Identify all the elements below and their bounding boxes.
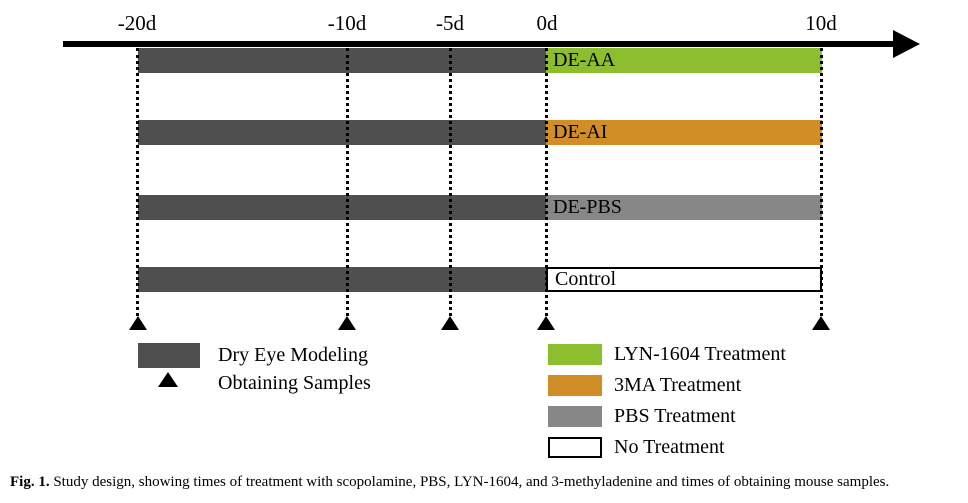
treatment-bar: DE-PBS <box>546 195 822 220</box>
sample-day-gridline <box>136 48 139 316</box>
modeling-bar <box>138 48 546 73</box>
legend-swatch-lyn1604 <box>548 344 602 365</box>
legend-swatch-pbs <box>548 406 602 427</box>
legend-label: No Treatment <box>614 436 725 458</box>
sample-triangle-icon <box>129 316 147 330</box>
treatment-bar: DE-AA <box>546 48 822 73</box>
sample-triangle-icon <box>537 316 555 330</box>
legend-label: 3MA Treatment <box>614 374 742 396</box>
sample-day-gridline <box>449 48 452 316</box>
sample-triangle-icon <box>812 316 830 330</box>
sample-triangle-icon <box>338 316 356 330</box>
legend-label: PBS Treatment <box>614 405 736 427</box>
legend-swatch-no-treatment <box>548 437 602 458</box>
legend-swatch-dry-eye-modeling <box>138 343 200 368</box>
modeling-bar <box>138 267 546 292</box>
axis-tick-label: -20d <box>117 11 157 35</box>
legend-label: Dry Eye Modeling <box>218 344 368 366</box>
sample-day-gridline <box>346 48 349 316</box>
axis-tick-label: 10d <box>805 11 837 35</box>
axis-tick-label: 0d <box>536 11 558 35</box>
legend-swatch-3ma <box>548 375 602 396</box>
timeline-arrowhead-icon <box>893 30 920 58</box>
legend-label: LYN-1604 Treatment <box>614 343 786 365</box>
treatment-bar: DE-AI <box>546 120 822 145</box>
sample-triangle-icon <box>441 316 459 330</box>
legend-label: Obtaining Samples <box>218 372 371 394</box>
group-label: DE-AI <box>553 121 608 143</box>
treatment-bar: Control <box>546 267 822 292</box>
legend-triangle-icon <box>158 372 178 387</box>
timeline-axis <box>63 41 895 47</box>
sample-day-gridline <box>820 48 823 316</box>
sample-day-gridline <box>545 48 548 316</box>
axis-tick-label: -5d <box>436 11 464 35</box>
modeling-bar <box>138 195 546 220</box>
modeling-bar <box>138 120 546 145</box>
group-label: DE-AA <box>553 49 616 71</box>
figure-caption-number: Fig. 1. <box>10 474 50 490</box>
figure-caption: Fig. 1. Study design, showing times of t… <box>10 474 962 491</box>
group-label: DE-PBS <box>553 196 622 218</box>
figure-caption-text: Study design, showing times of treatment… <box>49 474 890 490</box>
axis-tick-label: -10d <box>327 11 367 35</box>
group-label: Control <box>555 268 617 290</box>
